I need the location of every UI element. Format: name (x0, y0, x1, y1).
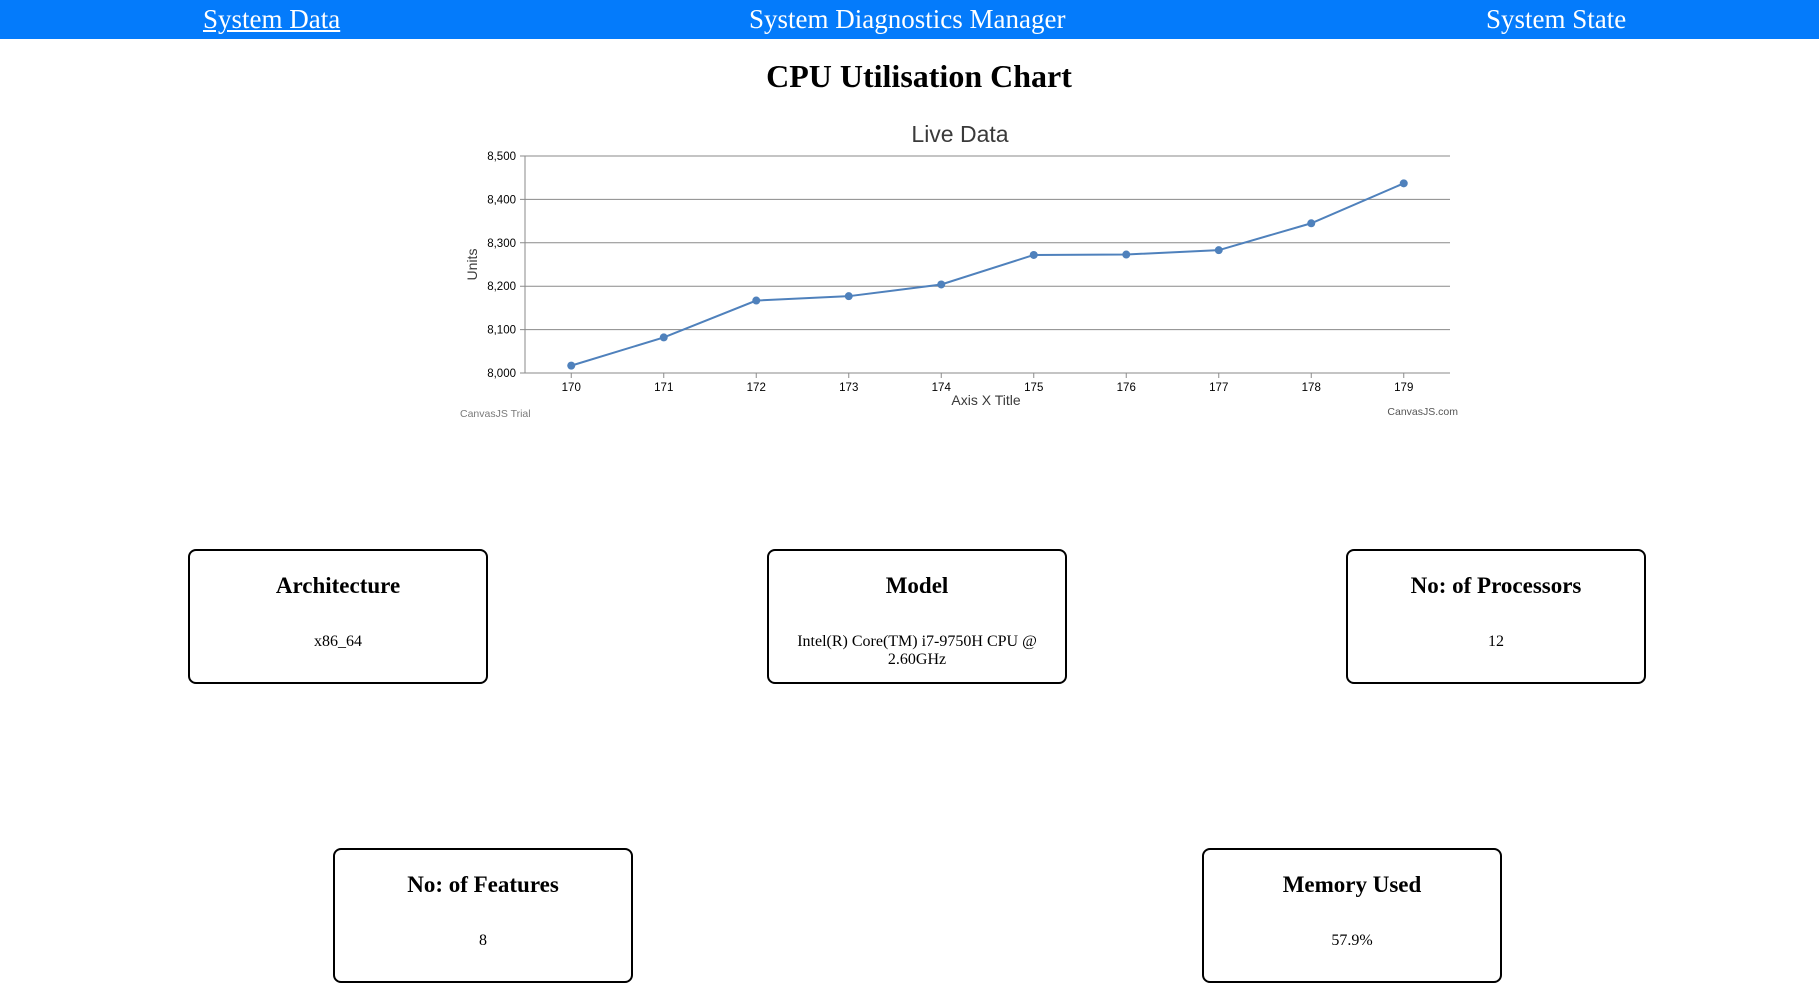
nav-link-system-state[interactable]: System State (1486, 4, 1627, 34)
architecture-title: Architecture (275, 573, 401, 598)
architecture-card: Architecture x86_64 (188, 549, 488, 684)
features-card: No: of Features 8 (333, 848, 633, 983)
features-title: No: of Features (407, 872, 559, 897)
features-value: 8 (479, 932, 487, 949)
x-tick-label: 179 (1394, 382, 1413, 394)
x-tick-label: 174 (932, 382, 952, 394)
y-tick-label: 8,200 (487, 281, 516, 293)
model-title: Model (885, 573, 949, 598)
model-card: Model Intel(R) Core(TM) i7-9750H CPU @ 2… (767, 549, 1067, 684)
page-title: CPU Utilisation Chart (766, 58, 1072, 94)
memory-card: Memory Used 57.9% (1202, 848, 1502, 983)
y-tick-label: 8,000 (487, 368, 516, 380)
y-axis-title: Units (464, 249, 480, 281)
data-point (1307, 219, 1316, 228)
memory-value: 57.9% (1331, 932, 1373, 949)
chart-title: Live Data (911, 121, 1008, 147)
top-nav-bar: System Data System Diagnostics Manager S… (0, 0, 1819, 39)
x-tick-label: 177 (1209, 382, 1228, 394)
credit-trial: CanvasJS Trial (460, 408, 531, 420)
memory-title: Memory Used (1282, 872, 1422, 897)
nav-link-system-data[interactable]: System Data (203, 4, 341, 34)
y-tick-label: 8,300 (487, 238, 516, 250)
x-axis-title: Axis X Title (951, 392, 1020, 408)
data-point (1029, 250, 1038, 259)
data-point (752, 296, 761, 305)
data-point (567, 361, 576, 370)
x-tick-label: 170 (562, 382, 581, 394)
data-point (1214, 246, 1223, 255)
series-line (570, 182, 1405, 367)
processors-title: No: of Processors (1410, 573, 1582, 598)
data-point (844, 292, 853, 301)
x-tick-label: 171 (654, 382, 673, 394)
x-tick-label: 176 (1117, 382, 1136, 394)
y-tick-label: 8,400 (487, 194, 516, 206)
x-tick-label: 175 (1024, 382, 1043, 394)
cpu-line-chart: Live Data 8,000 8,100 8,200 8,300 8,400 8,500 1… (455, 115, 1460, 425)
architecture-value: x86_64 (314, 633, 362, 650)
processors-card: No: of Processors 12 (1346, 549, 1646, 684)
data-point (937, 280, 946, 289)
x-tick-label: 172 (747, 382, 766, 394)
x-tick-label: 173 (839, 382, 858, 394)
y-tick-label: 8,500 (487, 151, 516, 163)
x-tick-label: 178 (1302, 382, 1321, 394)
credit-link: CanvasJS.com (1387, 406, 1458, 418)
y-tick-label: 8,100 (487, 325, 516, 337)
model-value: Intel(R) Core(TM) i7-9750H CPU @ 2.60GHz (797, 633, 1037, 668)
data-point (659, 333, 668, 342)
data-point (1122, 250, 1131, 259)
app-title: System Diagnostics Manager (749, 4, 1066, 34)
processors-value: 12 (1488, 633, 1504, 650)
data-point (1399, 179, 1408, 188)
